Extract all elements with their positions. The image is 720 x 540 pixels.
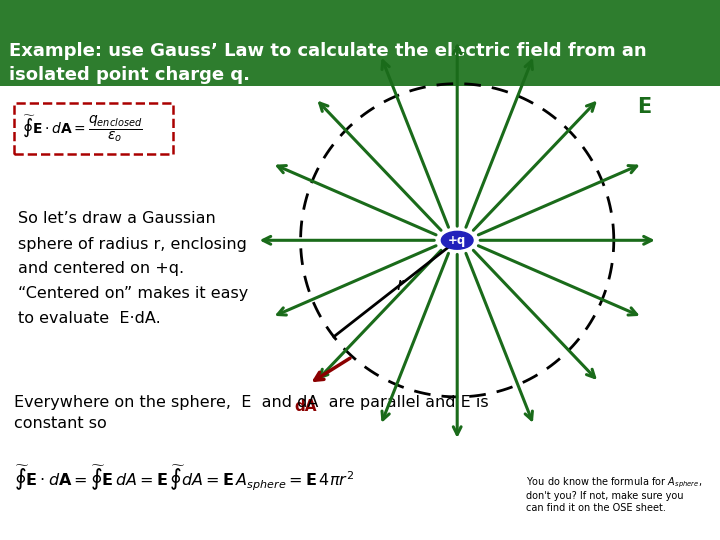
Text: sphere of radius r, enclosing: sphere of radius r, enclosing: [18, 237, 247, 252]
Text: r: r: [397, 276, 404, 294]
Text: $\widetilde{\oint} \mathbf{E} \cdot d\mathbf{A} = \dfrac{q_{enclosed}}{\varepsil: $\widetilde{\oint} \mathbf{E} \cdot d\ma…: [22, 113, 143, 144]
Text: Everywhere on the sphere,  E  and dA  are parallel and E is: Everywhere on the sphere, E and dA are p…: [14, 395, 489, 410]
Text: “Centered on” makes it easy: “Centered on” makes it easy: [18, 286, 248, 301]
Text: You do know the formula for $A_{sphere}$,
don't you? If not, make sure you
can f: You do know the formula for $A_{sphere}$…: [526, 475, 702, 513]
Text: $\widetilde{\oint}\mathbf{E} \cdot d\mathbf{A} = \widetilde{\oint}\mathbf{E}\, d: $\widetilde{\oint}\mathbf{E} \cdot d\mat…: [14, 463, 354, 492]
Text: So let’s draw a Gaussian: So let’s draw a Gaussian: [18, 211, 216, 226]
Text: +q: +q: [448, 234, 467, 247]
Ellipse shape: [441, 231, 473, 249]
Text: and centered on +q.: and centered on +q.: [18, 261, 184, 276]
Text: E: E: [637, 97, 652, 117]
Text: dA: dA: [294, 399, 317, 414]
Text: constant so: constant so: [14, 416, 107, 431]
Text: Example: use Gauss’ Law to calculate the electric field from an: Example: use Gauss’ Law to calculate the…: [9, 42, 647, 60]
Text: to evaluate  E·dA.: to evaluate E·dA.: [18, 311, 161, 326]
FancyBboxPatch shape: [0, 0, 720, 86]
FancyBboxPatch shape: [14, 103, 173, 154]
Text: isolated point charge q.: isolated point charge q.: [9, 65, 251, 84]
